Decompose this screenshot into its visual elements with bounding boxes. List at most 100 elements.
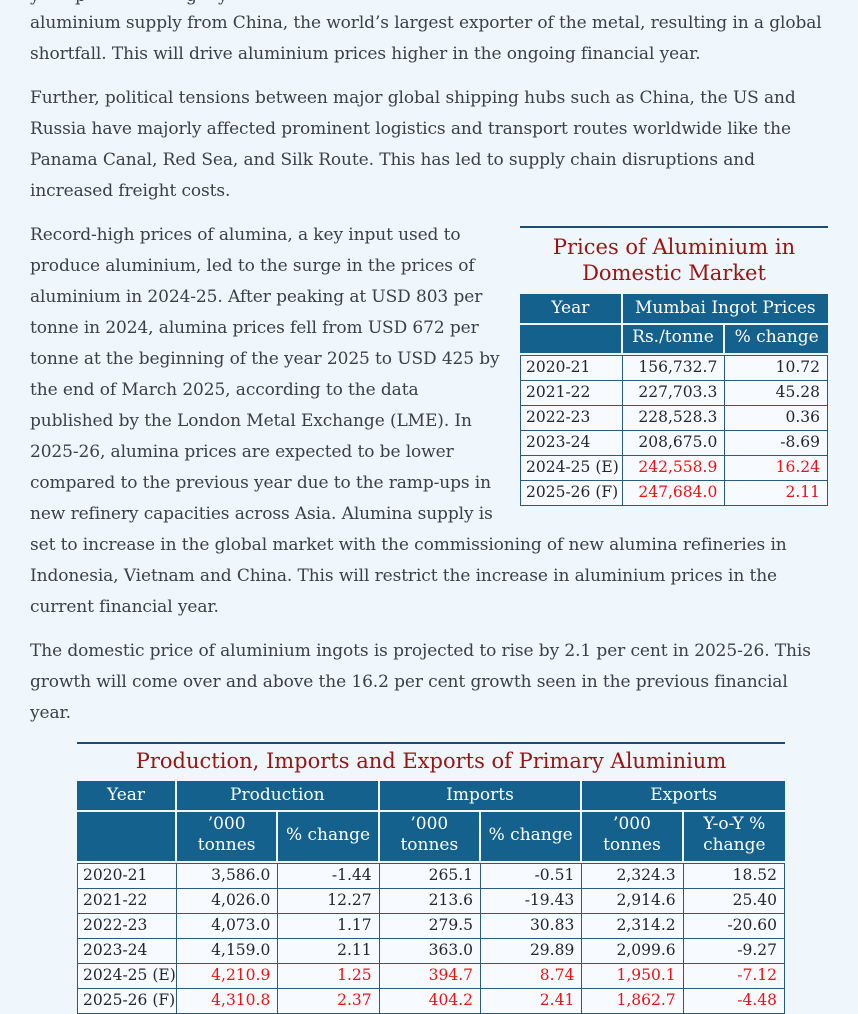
value-cell: 8.74	[480, 964, 583, 989]
col-header-year: Year	[77, 781, 177, 812]
value-cell: 3,586.0	[177, 863, 279, 889]
year-cell: 2021-22	[77, 889, 177, 914]
value-cell: 4,310.8	[177, 989, 279, 1014]
change-cell: 45.28	[725, 381, 828, 406]
paragraph-supply-shortfall: aluminium supply from China, the world’s…	[30, 13, 822, 64]
table-row-estimate: 2024-25 (E) 4,210.9 1.25 394.7 8.74 1,95…	[77, 964, 785, 989]
col-header-exports-tonnes: ’000 tonnes	[582, 812, 684, 863]
price-cell: 242,558.9	[622, 456, 726, 481]
value-cell: 4,026.0	[177, 889, 279, 914]
table-row: 2022-23 228,528.3 0.36	[520, 406, 828, 431]
value-cell: 4,159.0	[177, 939, 279, 964]
production-table-section: Production, Imports and Exports of Prima…	[77, 742, 785, 1014]
prod-table-subheader-row: ’000 tonnes % change ’000 tonnes % chang…	[77, 812, 785, 863]
col-header-empty	[520, 325, 623, 355]
year-cell: 2023-24	[77, 939, 177, 964]
year-cell: 2022-23	[520, 406, 623, 431]
table-row: 2022-23 4,073.0 1.17 279.5 30.83 2,314.2…	[77, 914, 785, 939]
price-table-subheader-row: Rs./tonne % change	[520, 325, 828, 355]
year-cell: 2025-26 (F)	[520, 481, 623, 506]
value-cell: 2.37	[278, 989, 380, 1014]
value-cell: 1,950.1	[582, 964, 684, 989]
change-cell: -8.69	[725, 431, 828, 456]
value-cell: 213.6	[379, 889, 481, 914]
price-cell: 208,675.0	[622, 431, 726, 456]
paragraph-domestic-price-outlook: The domestic price of aluminium ingots i…	[30, 641, 811, 723]
price-table-title: Prices of Aluminium in Domestic Market	[520, 234, 828, 286]
year-cell: 2020-21	[520, 355, 623, 381]
col-header-production: Production	[177, 781, 380, 812]
col-header-year: Year	[520, 294, 623, 325]
price-cell: 156,732.7	[622, 355, 726, 381]
col-header-empty	[77, 812, 177, 863]
value-cell: 2.11	[278, 939, 380, 964]
alumina-section: Prices of Aluminium in Domestic Market Y…	[30, 220, 828, 623]
value-cell: 4,073.0	[177, 914, 279, 939]
value-cell: 18.52	[683, 863, 785, 889]
value-cell: 2,099.6	[582, 939, 684, 964]
paragraph-political-tensions: Further, political tensions between majo…	[30, 88, 796, 201]
price-cell: 228,528.3	[622, 406, 726, 431]
year-cell: 2024-25 (E)	[77, 964, 177, 989]
value-cell: 30.83	[480, 914, 583, 939]
price-table-box: Prices of Aluminium in Domestic Market Y…	[520, 226, 828, 506]
value-cell: 2.41	[480, 989, 583, 1014]
value-cell: -1.44	[278, 863, 380, 889]
table-row: 2020-21 3,586.0 -1.44 265.1 -0.51 2,324.…	[77, 863, 785, 889]
price-table-title-line2: Domestic Market	[582, 261, 766, 285]
col-header-exports-yoy-change: Y-o-Y % change	[683, 812, 785, 863]
value-cell: 12.27	[278, 889, 380, 914]
col-header-production-tonnes: ’000 tonnes	[177, 812, 279, 863]
price-table-header-row: Year Mumbai Ingot Prices	[520, 294, 828, 325]
value-cell: 363.0	[379, 939, 481, 964]
col-header-pct-change: % change	[725, 325, 828, 355]
value-cell: 2,324.3	[582, 863, 684, 889]
value-cell: -19.43	[480, 889, 583, 914]
col-header-imports-tonnes: ’000 tonnes	[379, 812, 481, 863]
value-cell: 404.2	[379, 989, 481, 1014]
value-cell: 1.25	[278, 964, 380, 989]
value-cell: 2,914.6	[582, 889, 684, 914]
clipped-text-line: y p g y	[30, 0, 828, 8]
value-cell: 265.1	[379, 863, 481, 889]
col-header-production-pct-change: % change	[278, 812, 380, 863]
year-cell: 2021-22	[520, 381, 623, 406]
price-cell: 247,684.0	[622, 481, 726, 506]
table-row: 2020-21 156,732.7 10.72	[520, 355, 828, 381]
col-header-imports: Imports	[379, 781, 583, 812]
value-cell: -0.51	[480, 863, 583, 889]
col-header-rs-per-tonne: Rs./tonne	[622, 325, 726, 355]
price-cell: 227,703.3	[622, 381, 726, 406]
value-cell: -7.12	[683, 964, 785, 989]
value-cell: -4.48	[683, 989, 785, 1014]
change-cell: 10.72	[725, 355, 828, 381]
value-cell: 25.40	[683, 889, 785, 914]
clipped-glyph: p	[75, 0, 86, 6]
value-cell: 4,210.9	[177, 964, 279, 989]
divider-line	[77, 742, 785, 744]
change-cell: 16.24	[725, 456, 828, 481]
table-row-forecast: 2025-26 (F) 4,310.8 2.37 404.2 2.41 1,86…	[77, 989, 785, 1014]
col-header-mumbai-ingot-prices: Mumbai Ingot Prices	[622, 294, 828, 325]
year-cell: 2025-26 (F)	[77, 989, 177, 1014]
prod-table-header-row: Year Production Imports Exports	[77, 781, 785, 812]
paragraph-alumina-prices: Record-high prices of alumina, a key inp…	[30, 225, 787, 617]
price-table: Year Mumbai Ingot Prices Rs./tonne % cha…	[520, 294, 828, 506]
col-header-exports: Exports	[582, 781, 785, 812]
clipped-glyph: y	[218, 0, 228, 6]
value-cell: 279.5	[379, 914, 481, 939]
value-cell: -20.60	[683, 914, 785, 939]
year-cell: 2020-21	[77, 863, 177, 889]
production-table-title: Production, Imports and Exports of Prima…	[135, 749, 727, 773]
year-cell: 2024-25 (E)	[520, 456, 623, 481]
table-row: 2023-24 4,159.0 2.11 363.0 29.89 2,099.6…	[77, 939, 785, 964]
value-cell: 2,314.2	[582, 914, 684, 939]
table-row-forecast: 2025-26 (F) 247,684.0 2.11	[520, 481, 828, 506]
value-cell: 29.89	[480, 939, 583, 964]
table-row: 2021-22 4,026.0 12.27 213.6 -19.43 2,914…	[77, 889, 785, 914]
production-imports-exports-table: Year Production Imports Exports ’000 ton…	[77, 781, 785, 1014]
change-cell: 0.36	[725, 406, 828, 431]
change-cell: 2.11	[725, 481, 828, 506]
table-row: 2021-22 227,703.3 45.28	[520, 381, 828, 406]
